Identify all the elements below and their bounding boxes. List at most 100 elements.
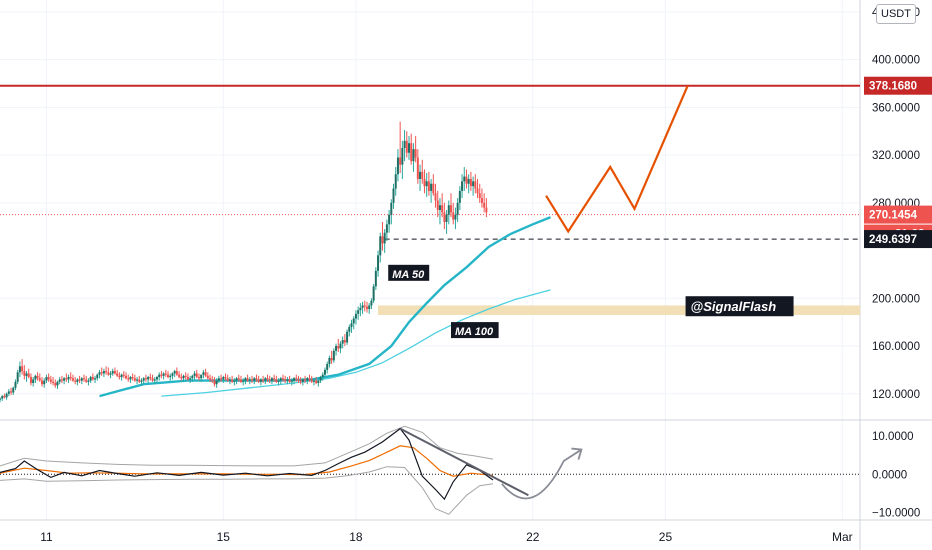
candle-body bbox=[60, 379, 63, 381]
candle-body bbox=[85, 379, 88, 382]
candle-body bbox=[392, 188, 395, 203]
candle-body bbox=[38, 378, 41, 381]
candle-body bbox=[140, 380, 143, 382]
candle-body bbox=[78, 379, 81, 381]
candle-body bbox=[49, 379, 52, 382]
candle-body bbox=[308, 378, 311, 380]
candle-body bbox=[158, 374, 161, 378]
candle-body bbox=[416, 157, 419, 179]
candle-body bbox=[354, 313, 357, 319]
candle-body bbox=[116, 373, 119, 376]
price-tick-label: 160.0000 bbox=[872, 341, 920, 353]
candle-body bbox=[434, 193, 437, 201]
candle-body bbox=[301, 379, 304, 382]
candle-body bbox=[136, 379, 139, 381]
watermark-bg bbox=[685, 296, 794, 317]
candle-body bbox=[390, 202, 393, 215]
candle-body bbox=[111, 371, 114, 374]
ma50-line[interactable] bbox=[99, 216, 551, 398]
candle-body bbox=[29, 377, 32, 384]
candle-body bbox=[461, 181, 464, 191]
candle-body bbox=[56, 381, 59, 386]
candle-body bbox=[186, 377, 189, 380]
candle-body bbox=[87, 380, 90, 382]
last-price-tag: 270.1454 bbox=[869, 210, 918, 222]
projection-path[interactable] bbox=[545, 85, 689, 234]
ma50-label: MA 50 bbox=[392, 269, 425, 281]
candle-body bbox=[297, 379, 300, 381]
candle-body bbox=[248, 379, 251, 381]
candle-body bbox=[149, 377, 152, 379]
candle-body bbox=[147, 377, 150, 380]
candle-body bbox=[255, 378, 258, 380]
candle-body bbox=[290, 380, 293, 382]
candle-body bbox=[189, 378, 192, 380]
candle-body bbox=[191, 375, 194, 379]
osc-trendline[interactable] bbox=[399, 427, 529, 497]
candle-body bbox=[454, 214, 457, 220]
candle-body bbox=[246, 378, 249, 381]
ma100-line[interactable] bbox=[161, 289, 551, 397]
candle-body bbox=[266, 378, 269, 380]
candle-body bbox=[23, 371, 26, 376]
candle-body bbox=[202, 372, 205, 375]
candle-body bbox=[401, 147, 404, 165]
candle-body bbox=[361, 305, 364, 308]
candle-body bbox=[443, 212, 446, 222]
candle-body bbox=[127, 378, 130, 380]
candle-body bbox=[332, 350, 335, 361]
candle-body bbox=[184, 375, 187, 378]
candle-body bbox=[330, 357, 333, 361]
candle-body bbox=[312, 380, 315, 382]
candle-body bbox=[279, 378, 282, 381]
candle-body bbox=[472, 181, 475, 187]
currency-badge[interactable]: USDT bbox=[876, 4, 916, 24]
candle-body bbox=[275, 379, 278, 382]
candle-body bbox=[450, 205, 453, 213]
candle-body bbox=[317, 380, 320, 384]
candle-body bbox=[47, 377, 50, 380]
time-tick-label: 15 bbox=[217, 530, 231, 544]
candle-body bbox=[122, 374, 125, 376]
candle-body bbox=[335, 346, 338, 351]
candle-body bbox=[213, 380, 216, 385]
candle-body bbox=[74, 380, 77, 382]
candle-body bbox=[432, 183, 435, 194]
candle-body bbox=[27, 373, 30, 378]
candle-body bbox=[113, 371, 116, 374]
candle-body bbox=[304, 379, 307, 381]
support-zone[interactable] bbox=[378, 305, 860, 315]
candle-body bbox=[43, 380, 46, 385]
candle-body bbox=[244, 378, 247, 381]
watermark-label: @SignalFlash bbox=[691, 299, 777, 314]
candle-body bbox=[368, 305, 371, 310]
candle-body bbox=[339, 343, 342, 349]
candle-body bbox=[226, 378, 229, 381]
candle-body bbox=[385, 224, 388, 233]
candle-body bbox=[197, 377, 200, 379]
candle-body bbox=[403, 140, 406, 148]
candle-body bbox=[98, 372, 101, 375]
candle-body bbox=[350, 323, 353, 327]
candle-body bbox=[388, 214, 391, 225]
candle-body bbox=[277, 380, 280, 382]
resistance-price-tag: 378.1680 bbox=[869, 81, 917, 93]
time-tick-label: 11 bbox=[40, 530, 53, 544]
price-tick-label: 400.0000 bbox=[872, 55, 920, 67]
candle-body bbox=[264, 378, 267, 381]
candle-body bbox=[7, 391, 10, 394]
osc-arrow[interactable] bbox=[501, 448, 582, 500]
candle-body bbox=[63, 378, 66, 381]
candle-body bbox=[268, 379, 271, 381]
candle-body bbox=[36, 375, 39, 379]
candle-body bbox=[162, 373, 165, 376]
candle-body bbox=[253, 378, 256, 381]
candle-body bbox=[169, 375, 172, 378]
candle-body bbox=[363, 305, 366, 307]
candle-body bbox=[120, 374, 123, 378]
candle-body bbox=[25, 373, 28, 376]
candle-body bbox=[414, 149, 417, 158]
last-price-tag-bg bbox=[864, 205, 932, 224]
